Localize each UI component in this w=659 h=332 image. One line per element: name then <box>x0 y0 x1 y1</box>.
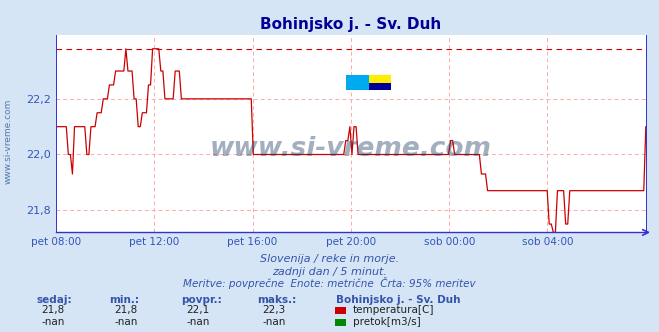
Bar <box>368 83 391 90</box>
Text: maks.:: maks.: <box>257 295 297 305</box>
Title: Bohinjsko j. - Sv. Duh: Bohinjsko j. - Sv. Duh <box>260 17 442 32</box>
Text: www.si-vreme.com: www.si-vreme.com <box>210 136 492 162</box>
Text: min.:: min.: <box>109 295 139 305</box>
Text: 21,8: 21,8 <box>42 305 65 315</box>
Text: -nan: -nan <box>262 317 285 327</box>
Text: Bohinjsko j. - Sv. Duh: Bohinjsko j. - Sv. Duh <box>336 295 461 305</box>
Text: -nan: -nan <box>186 317 210 327</box>
Bar <box>346 75 368 90</box>
Text: 21,8: 21,8 <box>114 305 137 315</box>
Text: sedaj:: sedaj: <box>36 295 72 305</box>
Text: 22,1: 22,1 <box>186 305 210 315</box>
Bar <box>368 75 391 83</box>
Text: pretok[m3/s]: pretok[m3/s] <box>353 317 420 327</box>
Text: povpr.:: povpr.: <box>181 295 222 305</box>
Text: -nan: -nan <box>42 317 65 327</box>
Text: Meritve: povprečne  Enote: metrične  Črta: 95% meritev: Meritve: povprečne Enote: metrične Črta:… <box>183 277 476 289</box>
Text: -nan: -nan <box>114 317 137 327</box>
Text: temperatura[C]: temperatura[C] <box>353 305 434 315</box>
Text: www.si-vreme.com: www.si-vreme.com <box>3 98 13 184</box>
Text: zadnji dan / 5 minut.: zadnji dan / 5 minut. <box>272 267 387 277</box>
Text: Slovenija / reke in morje.: Slovenija / reke in morje. <box>260 254 399 264</box>
Text: 22,3: 22,3 <box>262 305 285 315</box>
